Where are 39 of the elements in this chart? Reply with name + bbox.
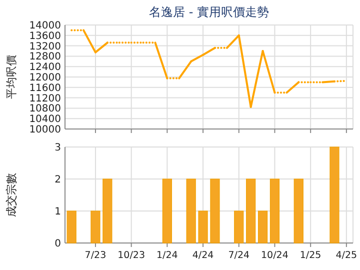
y-tick-label: 0 xyxy=(54,238,61,250)
bar xyxy=(246,178,256,244)
bar xyxy=(294,178,304,244)
x-tick-label: 10/24 xyxy=(261,250,288,261)
chart-title: 名逸居 - 實用呎價走勢 xyxy=(149,5,269,19)
y-axis-title: 成交宗數 xyxy=(5,173,18,217)
y-tick-label: 14000 xyxy=(29,20,61,32)
y-tick-label: 13600 xyxy=(29,30,61,42)
y-tick-label: 3 xyxy=(54,142,61,154)
y-tick-label: 11200 xyxy=(29,93,61,104)
y-tick-label: 10400 xyxy=(29,114,61,126)
x-tick-label: 1/25 xyxy=(300,250,322,261)
y-axis-title: 平均呎價 xyxy=(5,55,18,99)
bar xyxy=(258,210,268,244)
y-tick-label: 10800 xyxy=(29,104,61,115)
x-tick-label: 1/24 xyxy=(156,250,178,261)
y-tick-label: 12000 xyxy=(29,72,61,84)
bar xyxy=(234,210,244,244)
bar xyxy=(198,210,208,244)
y-tick-label: 11600 xyxy=(29,82,61,94)
x-tick-label: 4/25 xyxy=(336,250,358,261)
bar xyxy=(186,178,196,244)
y-tick-label: 2 xyxy=(54,174,61,186)
x-tick-label: 7/23 xyxy=(84,250,106,261)
y-tick-label: 13200 xyxy=(29,41,61,52)
bar xyxy=(102,178,112,244)
bar xyxy=(210,178,220,244)
bar xyxy=(66,210,76,244)
bar xyxy=(90,210,100,244)
x-tick-label: 10/23 xyxy=(118,250,146,261)
y-tick-label: 12800 xyxy=(29,52,61,63)
bar xyxy=(330,146,340,244)
y-tick-label: 10000 xyxy=(29,124,61,136)
bar xyxy=(270,178,280,244)
y-tick-label: 1 xyxy=(54,206,61,218)
x-tick-label: 7/24 xyxy=(228,250,250,261)
y-tick-label: 12400 xyxy=(29,62,61,74)
x-tick-label: 4/24 xyxy=(192,250,214,261)
bar xyxy=(162,178,172,244)
